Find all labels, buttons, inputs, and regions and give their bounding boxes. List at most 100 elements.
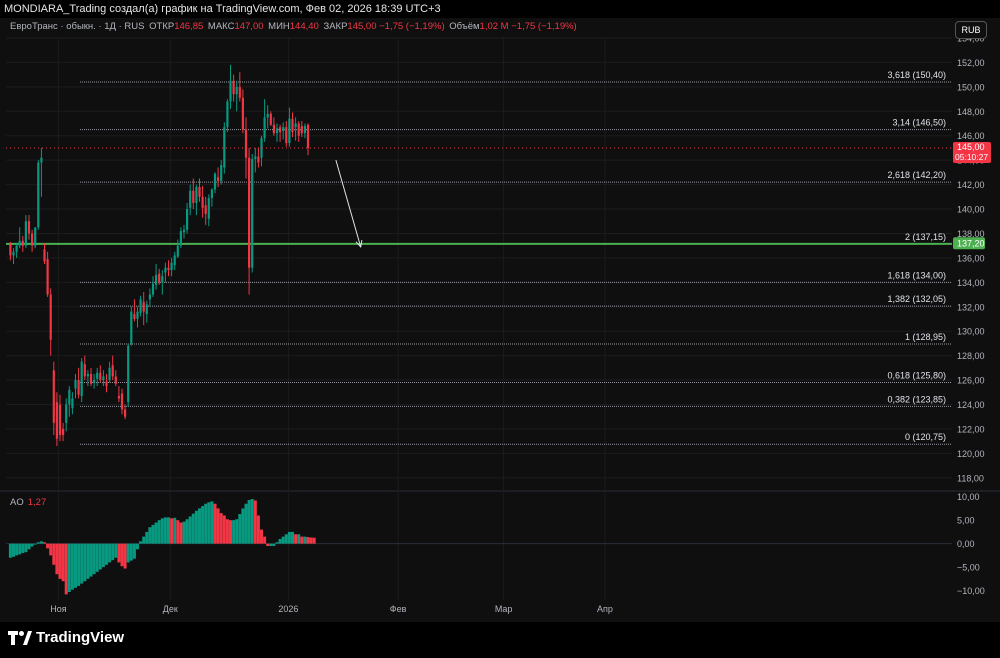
symbol-name: ЕвроТранс · обыкн. · 1Д · RUS xyxy=(10,21,145,32)
candle-body xyxy=(136,311,139,319)
volume-label: Объём xyxy=(449,21,480,32)
candle xyxy=(306,123,310,156)
ao-bar xyxy=(142,536,146,544)
ao-bar xyxy=(188,516,192,544)
candle-body xyxy=(195,187,198,203)
ao-bar xyxy=(43,542,46,544)
ao-bar xyxy=(225,519,229,544)
candle-body xyxy=(176,245,179,257)
ao-bar xyxy=(101,543,105,568)
candle-body xyxy=(275,128,279,134)
candle-body xyxy=(12,251,15,256)
ao-bar xyxy=(8,543,12,558)
price-tick-label: 140,00 xyxy=(957,205,985,215)
candle-body xyxy=(167,267,170,271)
candle-body xyxy=(182,229,186,233)
candle xyxy=(21,235,24,252)
fib-label: 1,382 (132,05) xyxy=(887,294,946,304)
candle-body xyxy=(96,372,99,379)
candle-body xyxy=(223,127,226,168)
ao-bar xyxy=(148,527,152,544)
ao-bar xyxy=(15,543,19,556)
time-axis: Ноя Дек 2026 Фев Мар Апр xyxy=(50,604,613,614)
fib-label: 2 (137,15) xyxy=(905,232,946,242)
candle xyxy=(49,288,52,356)
ao-bar xyxy=(33,543,37,545)
ao-bar xyxy=(219,513,223,544)
candle xyxy=(136,306,139,328)
candle xyxy=(285,121,288,147)
candle-body xyxy=(260,138,263,158)
candle-body xyxy=(62,428,65,436)
candle xyxy=(272,117,275,136)
candle xyxy=(120,388,124,415)
ao-bar xyxy=(114,543,118,558)
ao-bar xyxy=(272,543,276,546)
time-tick-label: Апр xyxy=(597,604,613,614)
candle xyxy=(167,260,170,277)
candle-body xyxy=(86,373,89,377)
candle xyxy=(241,89,244,134)
candle xyxy=(294,117,297,141)
ao-bar xyxy=(64,543,68,595)
candle-body xyxy=(117,395,120,399)
candle-body xyxy=(80,361,83,396)
candle-body xyxy=(31,233,34,246)
candle-body xyxy=(71,398,74,409)
price-tick-label: 142,00 xyxy=(957,180,985,190)
ao-bar xyxy=(83,543,87,582)
candle-body xyxy=(189,190,192,208)
ao-bar xyxy=(204,503,208,544)
candle xyxy=(80,358,83,403)
currency-button[interactable]: RUB xyxy=(955,21,987,39)
tradingview-logo[interactable]: TradingView xyxy=(8,629,124,646)
candle-body xyxy=(65,404,68,423)
candle xyxy=(288,107,291,147)
candle-body xyxy=(238,86,241,98)
ao-bar xyxy=(170,518,174,544)
ao-bar xyxy=(70,543,74,590)
candle-body xyxy=(55,402,58,439)
ao-bar xyxy=(281,536,285,544)
ao-bar xyxy=(55,543,59,575)
candle-body xyxy=(111,365,114,377)
candle-body xyxy=(142,301,145,312)
candle xyxy=(263,99,266,142)
candle xyxy=(182,224,186,239)
candle-body xyxy=(139,299,142,313)
candle-body xyxy=(282,127,285,131)
price-tick-label: 148,00 xyxy=(957,107,985,117)
candle-body xyxy=(288,118,291,144)
grid xyxy=(0,37,1000,600)
candle xyxy=(127,343,130,407)
ao-bar xyxy=(194,510,198,544)
ao-tick-label: 0,00 xyxy=(957,539,975,549)
candle xyxy=(83,355,86,381)
ao-bar xyxy=(95,543,99,572)
ao-bar xyxy=(312,537,316,544)
projection-arrow[interactable] xyxy=(335,160,362,248)
ao-bar xyxy=(111,543,115,561)
ao-bar xyxy=(123,543,127,569)
candle-body xyxy=(164,267,167,273)
candle-body xyxy=(58,404,62,436)
volume-value: 1,02 M xyxy=(479,21,509,32)
ao-tick-label: 5,00 xyxy=(957,516,975,526)
ao-tick-label: −10,00 xyxy=(957,586,985,596)
ao-bar xyxy=(136,543,139,550)
candle-body xyxy=(124,409,127,417)
candle-body xyxy=(285,127,288,144)
candle xyxy=(235,80,238,112)
ao-bar xyxy=(263,536,267,544)
candle-body xyxy=(52,370,55,423)
candle xyxy=(291,112,294,137)
candle-body xyxy=(291,118,294,133)
ao-bar xyxy=(191,513,195,544)
time-tick-label: Фев xyxy=(390,604,407,614)
candle-body xyxy=(161,276,164,283)
candle xyxy=(108,361,111,383)
ao-bar xyxy=(52,543,56,565)
candle-body xyxy=(272,124,275,134)
candle xyxy=(27,215,31,240)
